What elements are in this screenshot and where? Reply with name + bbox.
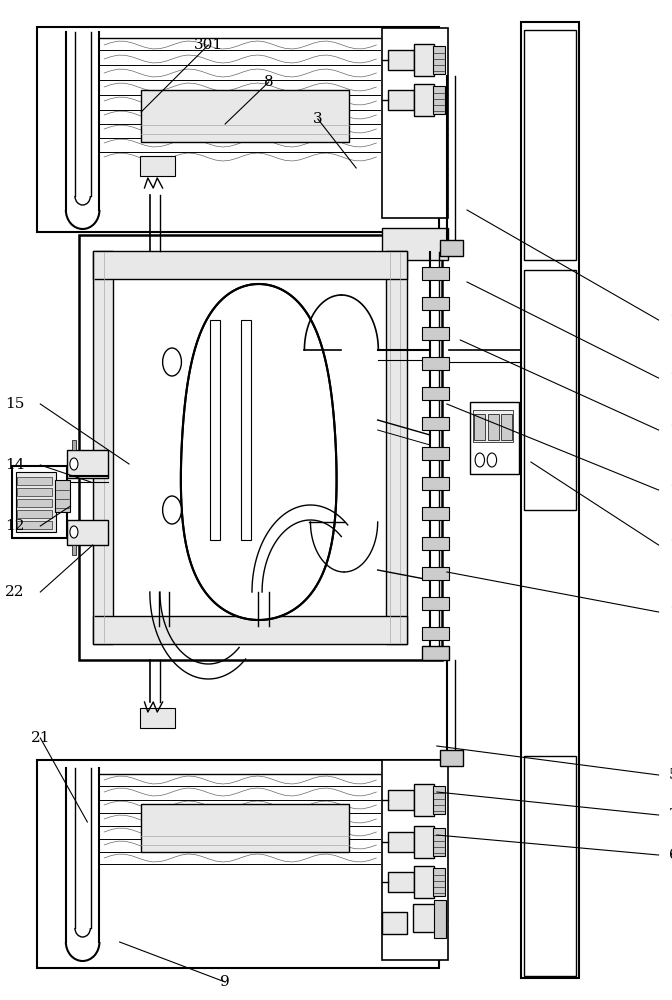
Bar xyxy=(470,402,519,474)
Bar xyxy=(93,616,407,644)
Bar xyxy=(422,567,449,580)
Bar xyxy=(414,84,434,116)
Bar xyxy=(55,480,70,512)
Bar xyxy=(422,477,449,490)
Bar xyxy=(382,912,407,934)
Bar xyxy=(422,597,449,610)
Bar xyxy=(382,28,448,218)
Text: 301: 301 xyxy=(194,38,223,52)
Bar xyxy=(37,27,439,232)
Bar xyxy=(433,868,445,896)
Text: 8: 8 xyxy=(264,75,274,89)
Bar xyxy=(501,414,512,440)
Bar xyxy=(37,760,439,968)
Bar xyxy=(474,414,485,440)
Text: 7: 7 xyxy=(669,808,672,822)
Bar xyxy=(210,320,220,540)
Bar xyxy=(413,904,439,932)
Bar xyxy=(433,828,445,856)
Text: 6: 6 xyxy=(669,848,672,862)
Text: 14: 14 xyxy=(5,458,25,472)
Bar xyxy=(388,90,414,110)
Bar xyxy=(17,499,52,507)
Text: 15: 15 xyxy=(5,397,24,411)
Bar xyxy=(433,46,445,74)
Text: 17: 17 xyxy=(669,483,672,497)
Bar xyxy=(422,297,449,310)
Bar xyxy=(524,270,576,510)
Bar xyxy=(16,472,56,532)
Bar xyxy=(17,488,52,496)
Bar xyxy=(524,756,576,976)
Bar xyxy=(388,50,414,70)
Bar xyxy=(67,450,108,478)
Text: 18: 18 xyxy=(669,605,672,619)
Bar xyxy=(488,414,499,440)
Bar xyxy=(433,786,445,814)
Bar xyxy=(382,228,448,260)
Bar xyxy=(422,327,449,340)
Bar xyxy=(422,417,449,430)
Text: 9: 9 xyxy=(220,975,230,989)
Bar xyxy=(473,410,513,442)
Text: 3: 3 xyxy=(313,112,323,126)
Text: 101: 101 xyxy=(669,423,672,437)
Bar xyxy=(414,44,434,76)
Text: 5: 5 xyxy=(669,768,672,782)
Bar xyxy=(79,235,442,660)
Text: 22: 22 xyxy=(5,585,25,599)
Bar xyxy=(524,30,576,260)
Bar xyxy=(440,750,463,766)
Bar xyxy=(414,826,434,858)
Bar xyxy=(422,507,449,520)
Polygon shape xyxy=(181,284,337,620)
Bar xyxy=(414,866,434,898)
Bar xyxy=(72,545,76,555)
Bar xyxy=(241,320,251,540)
Circle shape xyxy=(487,453,497,467)
Bar xyxy=(414,784,434,816)
Bar xyxy=(140,156,175,176)
Bar xyxy=(422,267,449,280)
Bar xyxy=(422,537,449,550)
Bar xyxy=(67,520,108,545)
Circle shape xyxy=(163,496,181,524)
Bar xyxy=(422,387,449,400)
Bar xyxy=(422,447,449,460)
Bar xyxy=(422,646,449,660)
Circle shape xyxy=(70,458,78,470)
Bar xyxy=(388,872,414,892)
Circle shape xyxy=(70,526,78,538)
Bar xyxy=(382,760,448,960)
Bar xyxy=(434,900,446,938)
Text: 16: 16 xyxy=(669,538,672,552)
Text: 21: 21 xyxy=(30,731,50,745)
Bar xyxy=(17,521,52,529)
Bar xyxy=(386,251,407,644)
Bar xyxy=(141,90,349,142)
Text: 11: 11 xyxy=(669,313,672,327)
Bar xyxy=(422,357,449,370)
Bar xyxy=(93,251,113,644)
Bar xyxy=(17,477,52,485)
Text: 12: 12 xyxy=(5,519,25,533)
Bar xyxy=(17,510,52,518)
Bar xyxy=(12,466,67,538)
Bar xyxy=(72,440,76,450)
Bar xyxy=(388,832,414,852)
Bar xyxy=(141,804,349,852)
Bar xyxy=(140,708,175,728)
Bar xyxy=(433,86,445,114)
Circle shape xyxy=(163,348,181,376)
Bar xyxy=(521,22,579,978)
Bar xyxy=(440,240,463,256)
Circle shape xyxy=(475,453,485,467)
Text: 19: 19 xyxy=(669,371,672,385)
Bar xyxy=(388,790,414,810)
Bar xyxy=(93,251,407,279)
Bar xyxy=(422,627,449,640)
